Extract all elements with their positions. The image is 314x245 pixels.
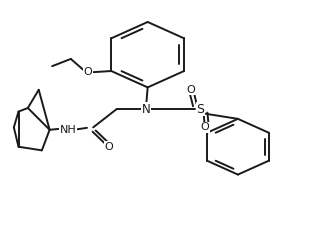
Text: O: O [187, 85, 196, 95]
Text: S: S [197, 103, 205, 116]
Text: O: O [84, 67, 92, 77]
Text: O: O [104, 142, 113, 152]
Text: NH: NH [60, 125, 77, 135]
Text: O: O [200, 122, 209, 132]
Text: N: N [142, 103, 150, 116]
